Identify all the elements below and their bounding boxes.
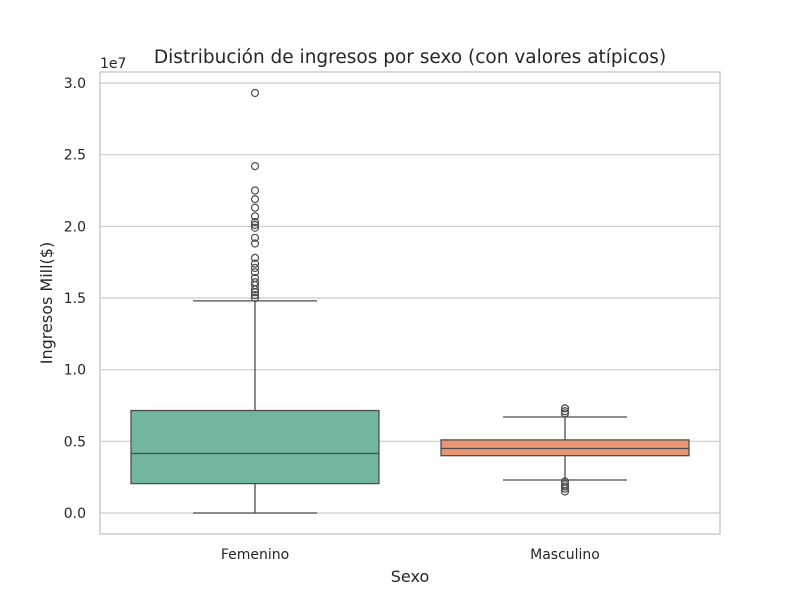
outlier-point [560, 409, 570, 418]
outlier-point [250, 195, 260, 204]
outlier-point [250, 212, 260, 221]
y-tick-label: 1.0 [64, 363, 86, 379]
outlier-point [560, 487, 570, 496]
y-offset-label: 1e7 [100, 56, 126, 72]
outlier-point [250, 239, 260, 248]
outlier-point [250, 263, 260, 272]
outlier-point [250, 268, 260, 277]
box-group [130, 88, 380, 514]
outlier-point [250, 220, 260, 229]
chart-title: Distribución de ingresos por sexo (con v… [154, 47, 666, 68]
outlier-point [560, 484, 570, 493]
box-group [440, 404, 690, 496]
y-axis-label: Ingresos Mill($) [37, 242, 56, 364]
outlier-point [250, 162, 260, 171]
outlier-point [250, 285, 260, 294]
outlier-point [560, 482, 570, 491]
y-tick-label: 1.5 [64, 291, 86, 307]
y-tick-label: 2.0 [64, 219, 86, 235]
plot-area-frame [99, 71, 721, 535]
outlier-point [250, 291, 260, 300]
outlier-point [250, 253, 260, 262]
y-tick-label: 0.5 [64, 434, 86, 450]
outlier-point [250, 288, 260, 297]
outlier-point [560, 407, 570, 416]
boxes [130, 88, 690, 514]
y-tick-label: 3.0 [64, 76, 86, 92]
outlier-point [560, 404, 570, 413]
outlier-point [250, 217, 260, 227]
box-iqr [440, 439, 690, 457]
outlier-point [250, 223, 260, 232]
outlier-point [250, 203, 260, 212]
y-tick-label: 2.5 [64, 148, 86, 164]
x-tick-label: Masculino [530, 547, 600, 563]
x-tick-label: Femenino [221, 547, 289, 563]
x-tick-labels: Femenino Masculino [221, 547, 600, 563]
outlier-point [250, 186, 260, 195]
outlier-point [250, 233, 260, 242]
x-axis-label: Sexo [391, 567, 429, 586]
box-iqr [130, 409, 380, 485]
outlier-point [250, 259, 260, 268]
y-tick-labels: 0.0 0.5 1.0 1.5 2.0 2.5 3.0 [64, 76, 86, 522]
y-tick-label: 0.0 [64, 506, 86, 522]
outlier-point [250, 88, 260, 98]
outlier-point [250, 293, 260, 303]
